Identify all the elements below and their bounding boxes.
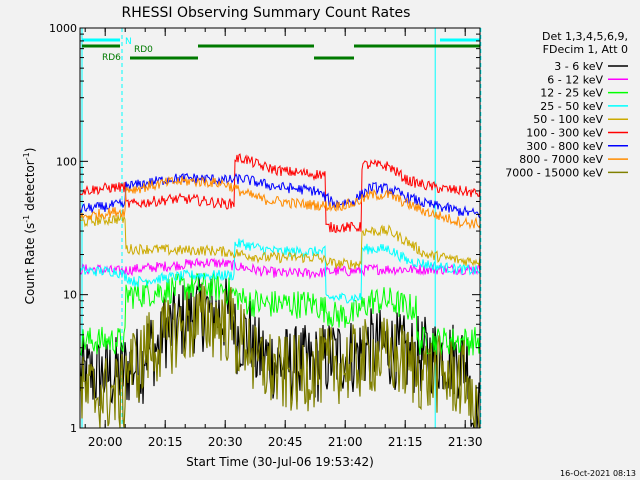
flag-label-rd0: RD0 — [134, 45, 153, 55]
legend-label-6: 300 - 800 keV — [526, 140, 603, 153]
flag-label-n: N — [125, 37, 132, 47]
x-tick-label-3: 20:45 — [268, 435, 303, 449]
y-axis-label-superscript-2: -1 — [22, 152, 31, 160]
x-axis-label: Start Time (30-Jul-06 19:53:42) — [186, 455, 374, 469]
series-line-8 — [80, 284, 480, 428]
legend-label-3: 25 - 50 keV — [540, 100, 603, 113]
series-line-1 — [80, 257, 480, 280]
legend-label-5: 100 - 300 keV — [526, 127, 603, 140]
y-axis-label: Count Rate (s-1 detector-1) — [22, 148, 37, 305]
legend-label-2: 12 - 25 keV — [540, 87, 603, 100]
legend-label-4: 50 - 100 keV — [533, 113, 603, 126]
x-tick-label-2: 20:30 — [208, 435, 243, 449]
legend-header-line-2: FDecim 1, Att 0 — [543, 43, 628, 56]
plot-frame — [79, 27, 481, 429]
legend-label-8: 7000 - 15000 keV — [505, 166, 603, 179]
y-axis-label-start: Count Rate (s — [23, 223, 37, 305]
x-tick-label-4: 21:00 — [328, 435, 363, 449]
y-axis-label-end: ) — [23, 148, 37, 153]
x-tick-label-5: 21:15 — [388, 435, 423, 449]
series-line-6 — [80, 172, 480, 219]
y-tick-label-2: 100 — [56, 155, 77, 168]
flag-label-rd6: RD6 — [102, 53, 121, 63]
legend-label-7: 800 - 7000 keV — [519, 153, 603, 166]
series-line-7 — [80, 175, 480, 230]
x-tick-label-6: 21:30 — [448, 435, 483, 449]
x-tick-label-0: 20:00 — [88, 435, 123, 449]
x-axis: 20:00 20:15 20:30 20:45 21:00 21:15 21:30 — [84, 28, 483, 449]
y-tick-label-0: 1 — [70, 422, 77, 435]
chart-title: RHESSI Observing Summary Count Rates — [122, 5, 411, 21]
x-tick-label-1: 20:15 — [148, 435, 183, 449]
legend: Det 1,3,4,5,6,9, FDecim 1, Att 0 3 - 6 k… — [505, 30, 628, 179]
y-axis-label-middle: detector — [23, 160, 37, 215]
timestamp: 16-Oct-2021 08:13 — [560, 469, 636, 478]
series-line-5 — [80, 153, 480, 234]
y-tick-label-1: 10 — [63, 289, 77, 302]
series-group — [80, 153, 480, 428]
series-line-4 — [80, 212, 480, 270]
y-tick-label-3: 1000 — [49, 22, 77, 35]
legend-label-1: 6 - 12 keV — [547, 73, 603, 86]
y-axis-label-superscript-1: -1 — [22, 215, 31, 223]
legend-header-line-1: Det 1,3,4,5,6,9, — [542, 30, 628, 43]
y-axis: 1 10 100 1000 — [49, 22, 480, 435]
legend-label-0: 3 - 6 keV — [554, 60, 603, 73]
series-line-3 — [80, 238, 480, 304]
